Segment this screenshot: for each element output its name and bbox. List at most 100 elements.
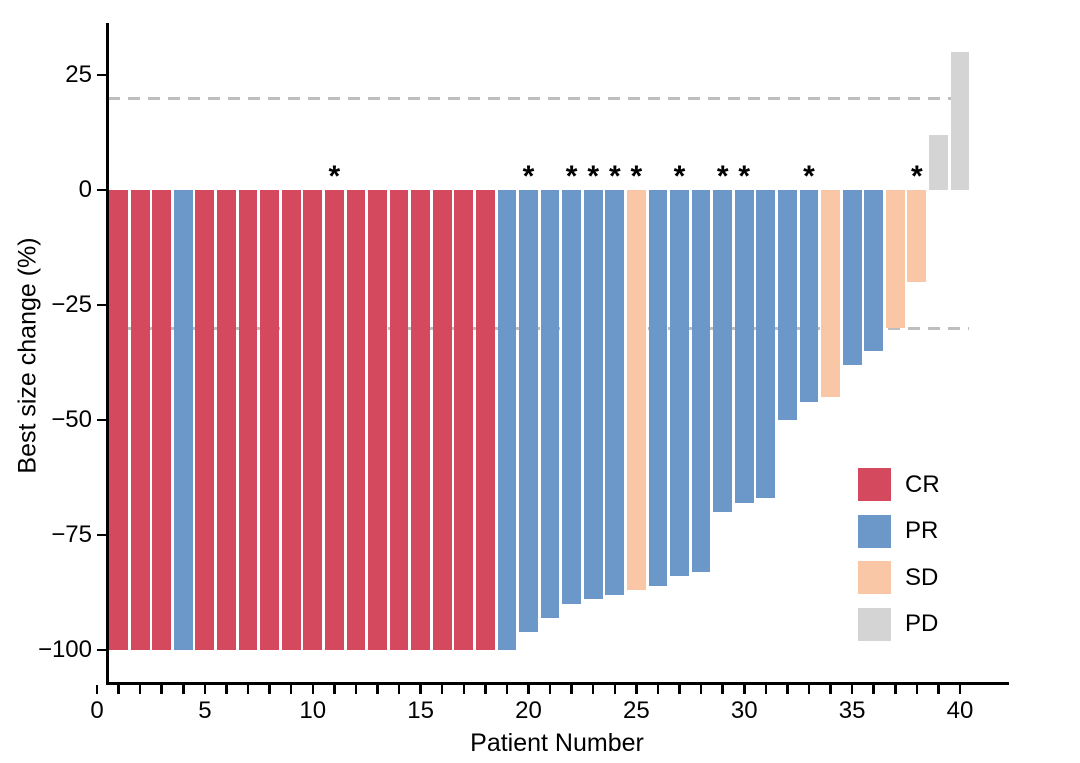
asterisk-marker-patient-29: * bbox=[716, 160, 729, 193]
bar-patient-31 bbox=[756, 190, 776, 499]
x-tick bbox=[570, 685, 573, 694]
x-tick-label: 5 bbox=[198, 697, 212, 724]
x-tick bbox=[548, 685, 552, 694]
x-tick bbox=[505, 685, 509, 694]
x-tick-label: 20 bbox=[515, 697, 542, 724]
bar-patient-35 bbox=[842, 190, 862, 365]
bar-patient-28 bbox=[691, 190, 711, 572]
x-tick bbox=[225, 685, 228, 694]
x-tick bbox=[462, 685, 466, 694]
legend-label-pr: PR bbox=[905, 517, 939, 544]
x-tick bbox=[160, 685, 163, 694]
bar-patient-16 bbox=[432, 190, 452, 650]
bar-patient-10 bbox=[303, 190, 323, 650]
x-tick bbox=[333, 685, 336, 694]
legend-label-sd: SD bbox=[905, 563, 939, 591]
legend-item-cr: CR bbox=[858, 468, 940, 501]
asterisk-marker-patient-27: * bbox=[673, 160, 686, 193]
bar-patient-21 bbox=[540, 190, 560, 618]
x-tick bbox=[915, 685, 919, 694]
bar-patient-36 bbox=[864, 190, 884, 351]
reference-line-20 bbox=[108, 96, 969, 100]
bar-patient-12 bbox=[346, 190, 366, 650]
x-tick bbox=[182, 685, 185, 694]
x-tick bbox=[786, 685, 789, 694]
x-axis-line bbox=[105, 682, 1009, 685]
bar-patient-39 bbox=[929, 134, 948, 190]
bar-patient-19 bbox=[497, 190, 517, 650]
bar-patient-13 bbox=[368, 190, 387, 650]
bar-patient-34 bbox=[821, 190, 840, 397]
x-tick-label: 10 bbox=[299, 697, 327, 724]
x-tick bbox=[484, 685, 487, 694]
bar-patient-22 bbox=[562, 190, 582, 604]
x-tick bbox=[850, 685, 854, 694]
bar-patient-14 bbox=[389, 190, 409, 650]
y-tick bbox=[97, 418, 106, 422]
bar-patient-1 bbox=[109, 190, 128, 650]
x-tick bbox=[958, 685, 962, 694]
x-tick bbox=[289, 685, 293, 694]
x-tick bbox=[440, 685, 444, 694]
x-tick-label: 25 bbox=[623, 697, 650, 724]
legend-item-pd: PD bbox=[858, 607, 940, 641]
asterisk-marker-patient-38: * bbox=[911, 160, 923, 193]
x-tick bbox=[829, 685, 832, 694]
bar-patient-23 bbox=[583, 190, 603, 600]
asterisk-marker-patient-30: * bbox=[738, 160, 751, 193]
bar-patient-18 bbox=[475, 190, 495, 650]
bar-patient-27 bbox=[670, 190, 689, 577]
x-tick bbox=[246, 685, 250, 694]
asterisk-marker-patient-20: * bbox=[522, 160, 535, 193]
y-tick-label: −100 bbox=[37, 636, 92, 663]
bar-patient-11 bbox=[324, 190, 344, 650]
bar-patient-2 bbox=[130, 190, 150, 650]
y-tick bbox=[97, 73, 106, 77]
bar-patient-6 bbox=[217, 190, 236, 650]
asterisk-marker-patient-33: * bbox=[803, 160, 815, 193]
y-tick-label: −25 bbox=[51, 291, 92, 318]
bar-patient-30 bbox=[734, 190, 754, 503]
x-tick bbox=[354, 685, 358, 694]
x-tick bbox=[95, 685, 99, 694]
bar-patient-24 bbox=[605, 190, 625, 595]
y-tick-label: 0 bbox=[78, 176, 92, 203]
pd-color-swatch bbox=[858, 607, 891, 641]
bar-patient-38 bbox=[907, 190, 927, 282]
x-tick bbox=[397, 685, 401, 694]
y-tick-label: −50 bbox=[51, 406, 92, 433]
x-tick-label: 30 bbox=[730, 697, 758, 724]
x-tick bbox=[894, 685, 897, 694]
x-tick-label: 35 bbox=[838, 697, 866, 724]
x-tick bbox=[721, 685, 724, 694]
bar-patient-40 bbox=[950, 52, 970, 190]
x-tick bbox=[311, 685, 314, 694]
x-tick bbox=[117, 685, 120, 694]
bar-patient-3 bbox=[152, 190, 172, 650]
x-tick bbox=[678, 685, 681, 694]
asterisk-marker-patient-23: * bbox=[587, 160, 600, 193]
bar-patient-4 bbox=[173, 190, 193, 650]
y-tick bbox=[97, 188, 106, 192]
x-tick bbox=[613, 685, 617, 694]
x-tick bbox=[743, 685, 746, 694]
bar-patient-37 bbox=[885, 190, 905, 328]
y-axis-line bbox=[105, 23, 109, 684]
x-tick-label: 0 bbox=[90, 697, 104, 724]
x-tick bbox=[872, 685, 875, 694]
x-tick-label: 15 bbox=[407, 697, 434, 724]
bar-patient-33 bbox=[799, 190, 819, 402]
y-tick bbox=[97, 303, 106, 307]
x-tick bbox=[138, 685, 142, 694]
bar-patient-9 bbox=[281, 190, 301, 650]
x-tick bbox=[203, 685, 207, 694]
x-tick bbox=[591, 685, 595, 694]
x-tick bbox=[764, 685, 768, 694]
legend-label-cr: CR bbox=[905, 470, 940, 498]
bar-patient-29 bbox=[713, 190, 733, 512]
bar-patient-26 bbox=[648, 190, 668, 586]
reference-line--30 bbox=[108, 326, 969, 330]
asterisk-marker-patient-24: * bbox=[608, 160, 621, 193]
x-tick bbox=[419, 685, 422, 694]
x-axis-title: Patient Number bbox=[470, 729, 644, 757]
